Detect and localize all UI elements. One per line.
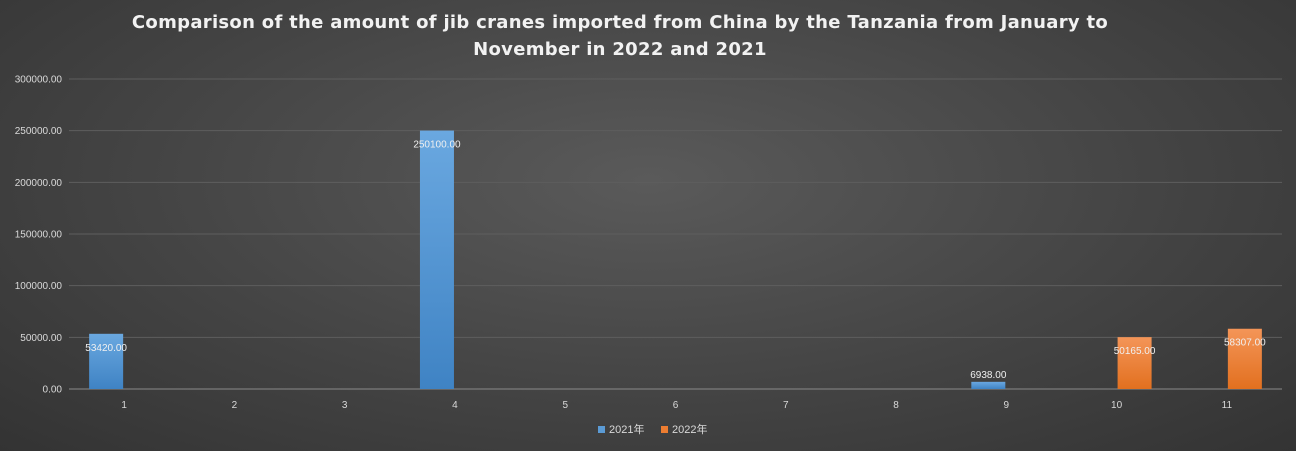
data-label: 53420.00 bbox=[85, 343, 127, 354]
x-tick-label: 2 bbox=[232, 400, 238, 411]
legend-swatch bbox=[598, 426, 605, 433]
bar bbox=[971, 381, 1006, 389]
chart-title-line-1: Comparison of the amount of jib cranes i… bbox=[131, 12, 1109, 33]
bars bbox=[89, 130, 1262, 389]
data-label: 250100.00 bbox=[413, 140, 461, 151]
x-tick-label: 8 bbox=[893, 400, 899, 411]
legend-swatch bbox=[661, 426, 668, 433]
legend: 2021年 2022年 bbox=[598, 422, 707, 436]
bar bbox=[419, 130, 454, 389]
y-tick-label: 200000.00 bbox=[15, 178, 63, 189]
y-tick-label: 150000.00 bbox=[15, 230, 63, 241]
x-axis-ticks: 1 2 3 4 5 6 7 8 9 10 11 bbox=[121, 400, 1232, 411]
y-tick-label: 50000.00 bbox=[20, 333, 62, 344]
chart-title-line-2: November in 2022 and 2021 bbox=[473, 39, 767, 60]
x-tick-label: 10 bbox=[1111, 400, 1123, 411]
bar bbox=[1227, 328, 1262, 389]
bar bbox=[89, 333, 124, 389]
chart-title: Comparison of the amount of jib cranes i… bbox=[0, 9, 1240, 63]
legend-label: 2021年 bbox=[609, 422, 644, 436]
legend-label: 2022年 bbox=[672, 422, 707, 436]
x-tick-label: 9 bbox=[1004, 400, 1010, 411]
x-tick-label: 1 bbox=[121, 400, 127, 411]
y-tick-label: 250000.00 bbox=[15, 126, 63, 137]
y-tick-label: 0.00 bbox=[43, 385, 63, 396]
x-tick-label: 3 bbox=[342, 400, 348, 411]
x-tick-label: 7 bbox=[783, 400, 789, 411]
y-tick-label: 100000.00 bbox=[15, 281, 63, 292]
y-tick-label: 300000.00 bbox=[15, 75, 63, 86]
gridlines bbox=[69, 78, 1282, 390]
x-tick-label: 4 bbox=[452, 400, 458, 411]
data-label: 58307.00 bbox=[1224, 338, 1266, 349]
x-tick-label: 5 bbox=[562, 400, 568, 411]
bar bbox=[1117, 337, 1152, 389]
x-tick-label: 11 bbox=[1222, 400, 1233, 411]
data-label: 6938.00 bbox=[970, 370, 1007, 381]
y-axis-ticks: 0.00 50000.00 100000.00 150000.00 200000.00 2… bbox=[15, 75, 63, 396]
data-labels: 53420.00 250100.00 6938.00 50165.00 58307.00 bbox=[85, 140, 1266, 381]
x-tick-label: 6 bbox=[673, 400, 679, 411]
data-label: 50165.00 bbox=[1114, 346, 1156, 357]
